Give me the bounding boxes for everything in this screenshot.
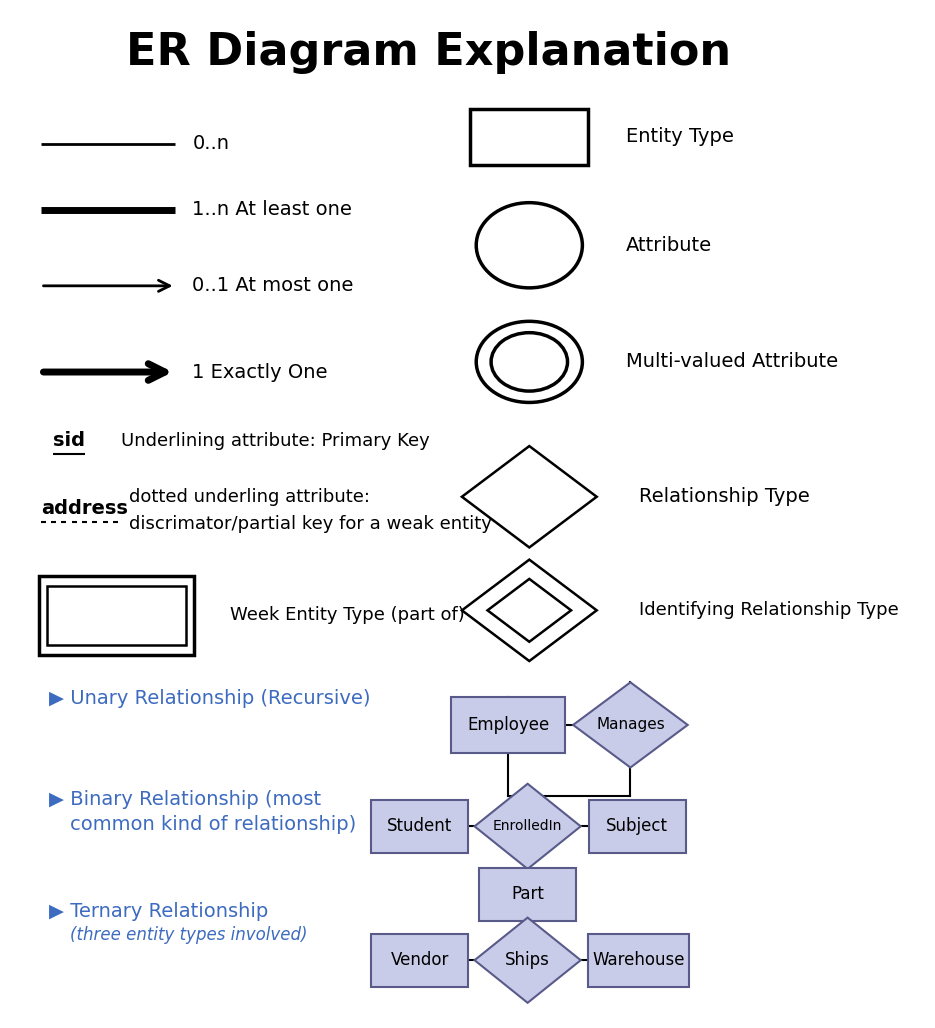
Text: Entity Type: Entity Type: [626, 127, 734, 146]
Text: 1..n At least one: 1..n At least one: [193, 200, 352, 219]
FancyBboxPatch shape: [479, 868, 576, 921]
Text: ▶ Binary Relationship (most: ▶ Binary Relationship (most: [49, 791, 322, 809]
Text: Ships: Ships: [505, 951, 550, 969]
FancyBboxPatch shape: [589, 800, 685, 852]
Text: (three entity types involved): (three entity types involved): [70, 926, 308, 944]
Text: Multi-valued Attribute: Multi-valued Attribute: [626, 353, 839, 371]
Text: Part: Part: [511, 885, 544, 904]
Polygon shape: [573, 683, 688, 768]
Text: 0..n: 0..n: [193, 135, 229, 153]
Text: common kind of relationship): common kind of relationship): [70, 815, 356, 834]
Text: ▶ Unary Relationship (Recursive): ▶ Unary Relationship (Recursive): [49, 689, 370, 708]
Text: Subject: Subject: [606, 817, 669, 836]
Polygon shape: [475, 918, 581, 1002]
Text: sid: sid: [53, 432, 85, 450]
Text: Attribute: Attribute: [626, 235, 712, 255]
Text: 0..1 At most one: 0..1 At most one: [193, 277, 353, 295]
Text: discrimator/partial key for a weak entity: discrimator/partial key for a weak entit…: [129, 515, 492, 534]
FancyBboxPatch shape: [452, 697, 565, 752]
Text: Student: Student: [387, 817, 453, 836]
Text: Week Entity Type (part of): Week Entity Type (part of): [230, 607, 465, 624]
Text: EnrolledIn: EnrolledIn: [493, 819, 562, 834]
Text: Identifying Relationship Type: Identifying Relationship Type: [639, 601, 899, 619]
FancyBboxPatch shape: [588, 933, 689, 987]
Text: Manages: Manages: [596, 718, 665, 732]
Text: address: address: [40, 500, 127, 518]
Text: Warehouse: Warehouse: [593, 951, 685, 969]
Text: Employee: Employee: [468, 715, 550, 734]
Text: Underlining attribute: Primary Key: Underlining attribute: Primary Key: [121, 432, 429, 450]
Text: dotted underling attribute:: dotted underling attribute:: [129, 487, 370, 506]
FancyBboxPatch shape: [371, 933, 468, 987]
Text: ER Diagram Explanation: ER Diagram Explanation: [125, 31, 731, 74]
Text: ▶ Ternary Relationship: ▶ Ternary Relationship: [49, 902, 268, 921]
Text: Vendor: Vendor: [391, 951, 449, 969]
Text: Relationship Type: Relationship Type: [639, 487, 810, 506]
Text: 1 Exactly One: 1 Exactly One: [193, 363, 328, 381]
Polygon shape: [475, 783, 581, 869]
FancyBboxPatch shape: [371, 800, 468, 852]
